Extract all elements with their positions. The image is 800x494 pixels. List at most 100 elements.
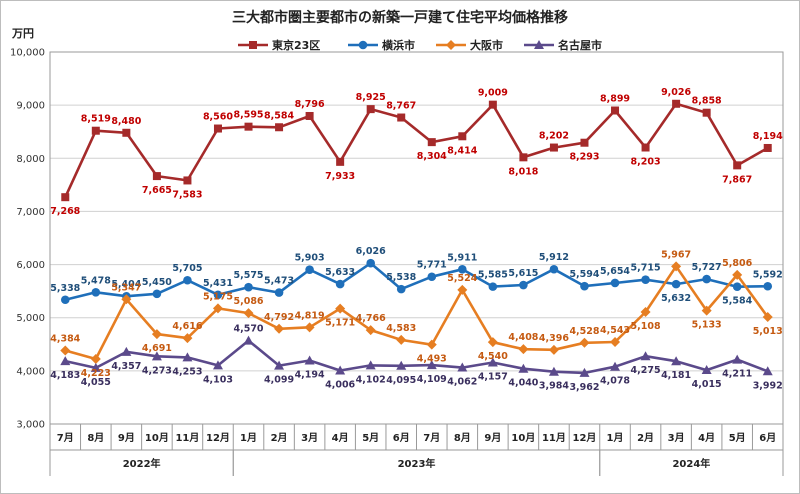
data-label: 4,157 [478,372,508,383]
data-label: 4,583 [386,323,416,334]
data-point [519,153,528,162]
data-point [243,335,254,345]
data-point [60,356,71,366]
x-tick-label: 6月 [393,432,410,444]
data-label: 4,357 [111,361,141,372]
data-label: 5,575 [233,270,263,281]
data-point [702,108,711,117]
data-label: 4,275 [631,365,661,376]
x-tick-label: 9月 [118,432,135,444]
legend-entry-label: 名古屋市 [558,38,602,52]
legend-entry-label: 横浜市 [382,38,415,52]
data-point [457,284,468,295]
data-label: 4,691 [142,343,172,354]
x-tick-label: 12月 [206,432,230,444]
data-point [335,365,346,375]
series-layer [60,99,773,377]
data-point [488,282,498,291]
data-label: 5,013 [753,326,783,337]
data-label: 9,026 [661,87,691,98]
data-point [548,366,559,376]
data-point [427,272,437,282]
data-point [152,289,162,299]
x-tick-label: 4月 [698,432,715,444]
x-tick-label: 5月 [362,432,379,444]
legend-entry-label: 東京23区 [272,38,320,52]
x-tick-label: 1月 [607,432,624,444]
axes: 3,000 4,000 5,000 6,000 7,000 8,000 9,000 10,00… [10,48,784,476]
data-label: 5,585 [478,270,508,281]
data-point [304,322,315,333]
data-label: 5,911 [447,252,477,263]
chart-title: 三大都市圏主要都市の新築一戸建て住宅平均価格推移 [232,9,568,26]
data-point [396,334,407,345]
data-point [518,363,529,373]
data-point [365,360,376,370]
data-point [61,193,70,202]
x-tick-label: 3月 [668,432,685,444]
data-label: 4,408 [508,332,538,343]
data-label: 4,055 [81,377,111,388]
data-point [151,351,162,361]
data-label: 5,771 [417,260,447,271]
data-label: 5,705 [172,263,202,274]
x-tick-label: 12月 [573,432,597,444]
data-label: 5,171 [325,318,355,329]
data-label: 8,560 [203,112,233,123]
data-point [366,258,375,268]
data-point [579,337,590,348]
year-group-label: 2022年 [123,457,161,470]
data-point [457,362,468,372]
data-point [182,333,193,344]
data-label: 4,543 [600,325,630,336]
data-label: 5,615 [508,268,538,279]
data-point [487,357,498,367]
data-point [304,355,315,365]
data-label: 5,715 [631,263,661,274]
data-label: 5,632 [661,293,691,304]
data-point [610,361,621,371]
data-point [702,274,711,284]
data-point [701,305,712,316]
series-line [64,264,769,361]
data-label: 5,450 [142,277,172,288]
series-line [64,102,769,198]
data-point [90,354,101,365]
data-label: 8,899 [600,94,630,105]
data-point [151,329,162,340]
data-point [122,128,131,137]
data-point [212,360,223,370]
data-point [305,111,314,120]
data-label: 4,095 [386,375,416,386]
x-tick-label: 2月 [271,432,288,444]
y-tick-label: 9,000 [16,101,45,112]
data-point [640,351,651,361]
data-label: 5,347 [111,282,141,293]
data-point [275,123,284,132]
data-point [763,143,772,152]
data-point [91,126,100,135]
x-tick-label: 10月 [145,432,169,444]
legend-marker [446,40,456,50]
data-label: 8,925 [356,92,386,103]
data-point [366,105,375,114]
data-label: 5,086 [233,296,263,307]
data-label: 8,519 [81,114,111,125]
data-label: 5,912 [539,252,569,263]
data-point [60,295,70,305]
data-label: 4,006 [325,380,355,391]
data-label: 7,933 [325,171,355,182]
data-labels: 7,268 8,519 8,480 7,665 7,583 8,560 8,595 8,584… [50,87,783,393]
data-label: 4,223 [81,368,111,379]
data-label: 5,584 [722,296,752,307]
data-label: 5,338 [50,283,80,294]
x-tick-label: 11月 [542,432,566,444]
data-label: 4,493 [417,354,447,365]
x-tick-label: 1月 [240,432,257,444]
x-tick-label: 8月 [454,432,471,444]
x-tick-label: 7月 [423,432,440,444]
data-label: 4,570 [233,324,263,335]
data-label: 5,592 [753,269,783,280]
y-tick-label: 8,000 [16,154,45,165]
